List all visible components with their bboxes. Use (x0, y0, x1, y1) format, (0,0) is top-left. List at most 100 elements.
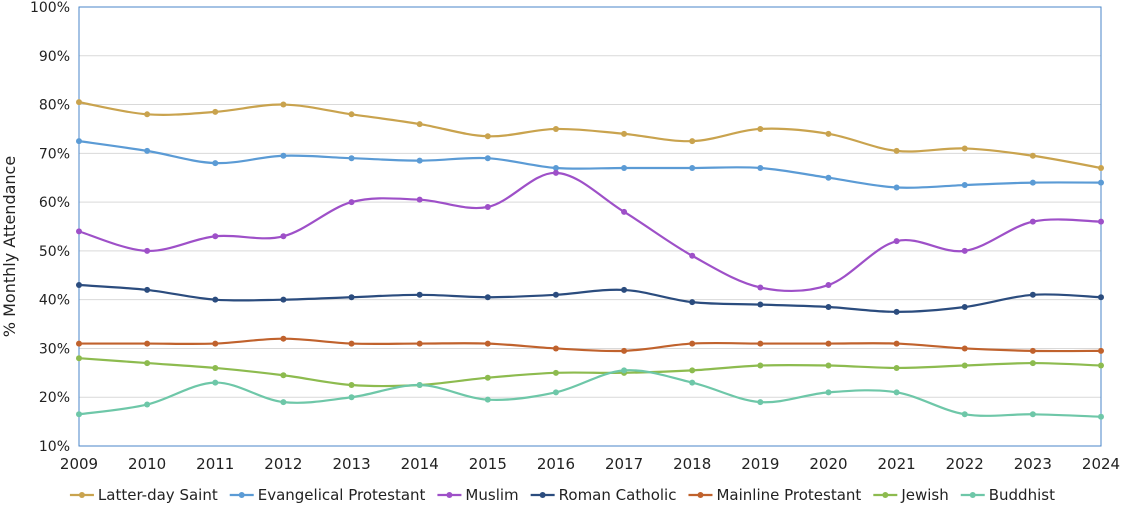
x-tick-label: 2012 (264, 455, 302, 473)
data-point (552, 345, 559, 352)
data-point (689, 252, 696, 259)
y-tick-label: 90% (39, 49, 70, 65)
data-point (825, 362, 832, 369)
x-tick-label: 2015 (469, 455, 507, 473)
data-point (144, 247, 151, 254)
data-point (552, 164, 559, 171)
data-point (825, 130, 832, 137)
data-point (757, 125, 764, 132)
data-point (484, 133, 491, 140)
x-tick-label: 2020 (809, 455, 847, 473)
data-point (1098, 179, 1104, 186)
data-point (348, 340, 355, 347)
data-point (484, 374, 491, 381)
data-point (76, 411, 82, 418)
legend-swatch-marker (446, 492, 453, 498)
y-tick-label: 100% (30, 0, 70, 16)
legend-label: Buddhist (989, 486, 1055, 504)
data-point (1098, 294, 1104, 301)
data-point (212, 108, 219, 115)
y-tick-label: 40% (39, 293, 70, 309)
data-point (212, 296, 219, 303)
data-point (76, 340, 82, 347)
data-point (348, 382, 355, 389)
data-point (416, 157, 423, 164)
data-point (961, 182, 968, 189)
data-point (621, 208, 628, 215)
data-point (484, 396, 491, 403)
data-point (552, 369, 559, 376)
data-point (76, 355, 82, 362)
legend-swatch-marker (78, 492, 85, 498)
data-point (348, 199, 355, 206)
data-point (621, 130, 628, 137)
legend-swatch-marker (238, 492, 245, 498)
legend-label: Roman Catholic (559, 486, 677, 504)
data-point (76, 138, 82, 145)
data-point (76, 99, 82, 106)
data-point (1029, 152, 1036, 159)
legend-swatch-marker (539, 492, 546, 498)
data-point (893, 184, 900, 191)
data-point (212, 160, 219, 167)
data-point (1029, 411, 1036, 418)
data-point (484, 203, 491, 210)
data-point (416, 121, 423, 128)
data-point (416, 196, 423, 203)
series-4 (76, 335, 1104, 354)
data-point (893, 389, 900, 396)
legend-item: Mainline Protestant (688, 486, 861, 504)
data-point (893, 308, 900, 315)
data-point (1098, 164, 1104, 171)
series-2 (76, 169, 1104, 293)
y-tick-label: 70% (39, 146, 70, 162)
y-tick-label: 30% (39, 341, 70, 357)
data-point (757, 340, 764, 347)
x-tick-label: 2009 (60, 455, 98, 473)
legend-swatch-marker (969, 492, 976, 498)
x-tick-label: 2018 (673, 455, 711, 473)
data-point (621, 367, 628, 374)
x-tick-label: 2021 (878, 455, 916, 473)
data-point (552, 291, 559, 298)
legend: Latter-day Saint Evangelical Protestant Mu… (69, 486, 1055, 504)
series-line (78, 369, 1102, 418)
data-point (689, 379, 696, 386)
data-point (825, 340, 832, 347)
x-tick-label: 2014 (401, 455, 439, 473)
x-tick-label: 2010 (128, 455, 166, 473)
data-point (484, 294, 491, 301)
data-point (212, 364, 219, 371)
legend-swatch-marker (882, 492, 889, 498)
y-tick-label: 10% (39, 439, 70, 455)
series-3 (76, 282, 1104, 315)
legend-item: Buddhist (960, 486, 1055, 504)
y-axis-tick-labels: 10% 20% 30% 40% 50% 60% 70% 80% 90% 100% (30, 0, 70, 455)
legend-item: Roman Catholic (530, 486, 677, 504)
data-point (1098, 413, 1104, 420)
data-point (1098, 218, 1104, 225)
data-point (689, 367, 696, 374)
x-tick-label: 2011 (196, 455, 234, 473)
data-point (280, 372, 287, 379)
data-point (689, 164, 696, 171)
x-tick-label: 2016 (537, 455, 575, 473)
data-point (144, 286, 151, 293)
data-point (825, 174, 832, 181)
data-point (280, 399, 287, 406)
data-point (348, 155, 355, 162)
y-axis-title: % Monthly Attendance (0, 156, 19, 337)
data-point (961, 247, 968, 254)
series-6 (76, 367, 1104, 420)
y-tick-label: 80% (39, 98, 70, 114)
series-line (78, 357, 1102, 388)
data-point (825, 389, 832, 396)
data-point (552, 169, 559, 176)
data-point (1029, 360, 1036, 367)
data-point (621, 164, 628, 171)
x-tick-label: 2023 (1014, 455, 1052, 473)
data-point (961, 411, 968, 418)
x-tick-label: 2022 (946, 455, 984, 473)
x-tick-label: 2019 (741, 455, 779, 473)
